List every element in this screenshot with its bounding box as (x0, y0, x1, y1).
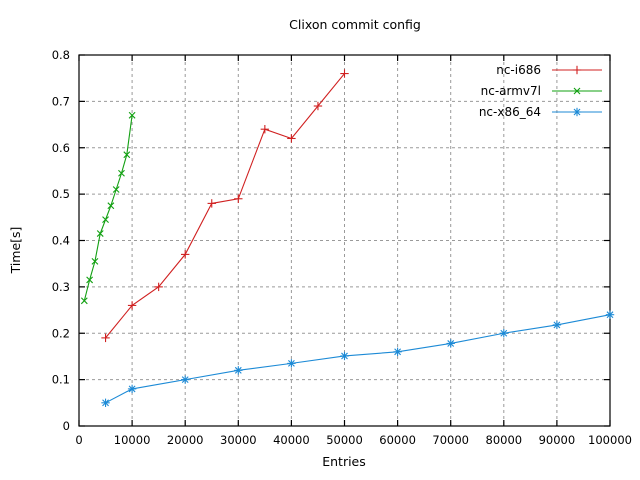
x-tick-label: 30000 (220, 433, 257, 447)
y-tick-label: 0.3 (52, 280, 70, 294)
x-tick-label: 10000 (114, 433, 151, 447)
x-tick-label: 70000 (432, 433, 469, 447)
data-point-nc-armv7l-9 (128, 111, 136, 119)
data-point-nc-x86_64-9 (552, 320, 562, 330)
y-axis-title: Time[s] (8, 227, 23, 275)
data-point-nc-x86_64-7 (446, 339, 455, 348)
marker-stroke (96, 230, 104, 237)
marker-stroke (128, 385, 136, 393)
x-axis-title: Entries (322, 454, 366, 469)
data-point-nc-armv7l-1 (86, 276, 94, 284)
marker-stroke (447, 340, 455, 347)
data-point-nc-i686-9 (340, 69, 349, 78)
marker-stroke (181, 376, 189, 384)
data-point-nc-armv7l-0 (80, 297, 88, 305)
data-point-nc-armv7l-7 (118, 169, 125, 177)
marker-stroke (606, 311, 614, 319)
data-point-nc-x86_64-8 (499, 329, 508, 338)
marker-stroke (112, 186, 120, 193)
x-tick-label: 80000 (486, 433, 523, 447)
y-tick-label: 0.7 (52, 94, 70, 108)
data-point-nc-i686-2 (154, 282, 163, 292)
data-series-layer (80, 69, 615, 408)
plot-frame (78, 54, 611, 427)
marker-stroke (102, 399, 109, 407)
marker-stroke (341, 352, 348, 360)
marker-stroke (86, 276, 94, 284)
x-tick-label: 90000 (539, 433, 576, 447)
legend-label-nc-i686: nc-i686 (496, 63, 541, 77)
x-tick-label: 100000 (588, 433, 632, 447)
data-point-nc-armv7l-8 (123, 151, 131, 159)
data-point-nc-i686-5 (234, 194, 243, 203)
marker-stroke (123, 151, 131, 159)
data-point-nc-x86_64-1 (127, 384, 137, 394)
data-point-nc-x86_64-0 (101, 398, 110, 408)
data-point-nc-x86_64-3 (234, 366, 243, 375)
x-tick-label: 40000 (273, 433, 310, 447)
data-point-nc-x86_64-4 (287, 359, 296, 368)
data-point-nc-x86_64-5 (340, 351, 349, 361)
marker-stroke (118, 169, 125, 177)
data-point-nc-x86_64-10 (605, 310, 615, 319)
marker-stroke (102, 216, 109, 224)
data-point-nc-x86_64-6 (393, 347, 402, 356)
y-tick-label: 0.8 (52, 48, 70, 62)
chart-title: Clixon commit config (289, 17, 421, 32)
y-tick-label: 0.6 (52, 141, 70, 155)
y-tick-label: 0.2 (52, 326, 70, 340)
series-line-nc-i686 (105, 73, 345, 339)
legend-marker-nc-i686 (572, 65, 582, 75)
legend-label-nc-armv7l: nc-armv7l (481, 84, 541, 98)
chart-legend: nc-i686 nc-armv7l nc-x86_64 (479, 63, 602, 119)
y-tick-label: 0.1 (52, 373, 70, 387)
data-point-nc-armv7l-3 (96, 230, 104, 237)
legend-label-nc-x86_64: nc-x86_64 (479, 105, 541, 119)
series-nc-armv7l (80, 111, 136, 305)
x-tick-label: 60000 (379, 433, 416, 447)
data-point-nc-armv7l-4 (102, 216, 109, 224)
x-tick-label: 50000 (326, 433, 363, 447)
data-point-nc-armv7l-6 (112, 186, 120, 193)
series-line-nc-armv7l (83, 115, 133, 301)
y-tick-label: 0 (63, 419, 70, 433)
marker-stroke (80, 297, 88, 305)
y-tick-label: 0.5 (52, 187, 70, 201)
x-axis-ticks: 0 10000 20000 30000 40000 50000 60000 70000 8000… (75, 55, 632, 447)
data-point-nc-x86_64-2 (181, 375, 190, 384)
y-tick-label: 0.4 (52, 234, 70, 248)
marker-stroke (553, 321, 561, 329)
data-point-nc-armv7l-5 (107, 202, 115, 210)
marker-stroke (573, 87, 581, 95)
marker-stroke (394, 348, 402, 356)
marker-stroke (234, 366, 242, 374)
x-tick-label: 20000 (167, 433, 204, 447)
marker-stroke (91, 257, 99, 265)
series-nc-x86_64 (101, 310, 615, 408)
data-point-nc-i686-7 (287, 134, 296, 143)
marker-stroke (573, 108, 581, 116)
marker-stroke (107, 202, 115, 210)
legend-marker-nc-x86_64 (572, 107, 582, 117)
data-point-nc-i686-1 (127, 301, 137, 310)
data-point-nc-i686-8 (313, 101, 323, 111)
x-tick-label: 0 (75, 433, 82, 447)
data-point-nc-i686-4 (207, 199, 216, 208)
data-point-nc-armv7l-2 (91, 257, 99, 265)
marker-stroke (500, 329, 508, 337)
series-nc-i686 (101, 69, 349, 343)
marker-stroke (287, 359, 295, 367)
y-axis-ticks: 0 0.1 0.2 0.3 0.4 0.5 0.6 0.7 0.8 (52, 48, 610, 433)
data-point-nc-i686-6 (260, 125, 270, 134)
data-point-nc-i686-0 (101, 333, 110, 343)
legend-marker-nc-armv7l (573, 87, 581, 95)
marker-stroke (128, 111, 136, 119)
data-point-nc-i686-3 (181, 250, 190, 259)
